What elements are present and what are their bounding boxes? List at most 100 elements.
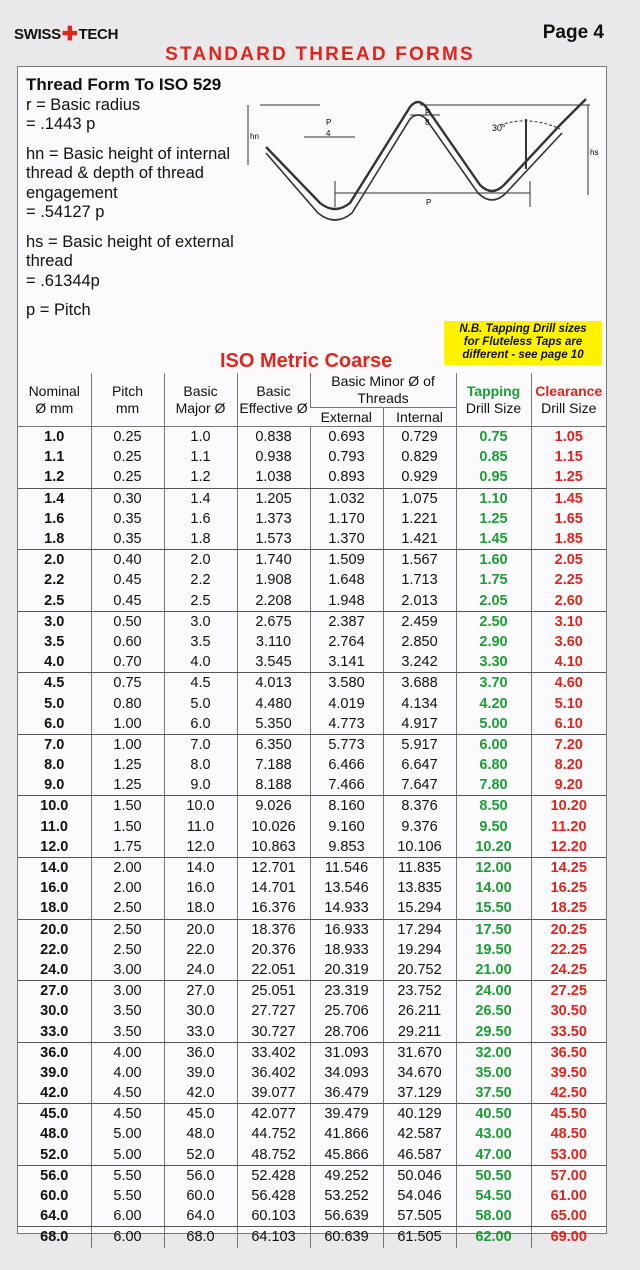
effective-cell: 48.752 — [236, 1144, 310, 1166]
tapping-cell: 21.00 — [455, 959, 532, 982]
external-cell: 49.252 — [309, 1165, 383, 1186]
major-cell: 36.0 — [163, 1042, 237, 1063]
effective-cell: 1.038 — [236, 467, 310, 489]
table-row: 10.0 1.50 10.0 9.026 8.160 8.376 8.50 10.20 — [18, 795, 607, 817]
table-row: 12.0 1.75 12.0 10.863 9.853 10.106 10.20 12.20 — [18, 836, 607, 858]
thread-panel: Thread Form To ISO 529 r = Basic radius … — [17, 66, 607, 1248]
tapping-cell: 24.00 — [455, 980, 532, 1002]
tapping-cell: 1.25 — [455, 508, 532, 529]
table-row: 1.1 0.25 1.1 0.938 0.793 0.829 0.85 1.15 — [18, 447, 607, 468]
internal-cell: 7.647 — [382, 775, 457, 797]
clearance-cell: 8.20 — [530, 755, 607, 776]
tapping-cell: 29.50 — [455, 1021, 532, 1043]
definitions-title: Thread Form To ISO 529 — [26, 75, 222, 94]
tapping-cell: 1.75 — [455, 570, 532, 591]
internal-cell: 11.835 — [382, 857, 457, 879]
pitch-cell: 2.00 — [90, 878, 164, 899]
effective-cell: 3.110 — [236, 631, 310, 653]
major-cell: 30.0 — [163, 1001, 237, 1022]
nominal-cell: 8.0 — [44, 757, 65, 774]
major-cell: 16.0 — [163, 878, 237, 899]
internal-cell: 0.829 — [382, 447, 457, 468]
col-effective: Basic Effective Ø — [236, 373, 310, 427]
internal-cell: 42.587 — [382, 1124, 457, 1145]
pitch-cell: 5.00 — [90, 1144, 164, 1166]
note-line-3: different - see page 10 — [462, 349, 584, 361]
internal-cell: 1.075 — [382, 488, 457, 509]
external-cell: 41.866 — [309, 1124, 383, 1145]
internal-cell: 29.211 — [382, 1021, 457, 1043]
effective-cell: 10.026 — [236, 816, 310, 837]
pitch-cell: 1.00 — [90, 713, 164, 735]
internal-cell: 54.046 — [382, 1185, 457, 1207]
col-tapping: Tapping Drill Size — [455, 373, 532, 427]
major-cell: 8.0 — [163, 755, 237, 776]
major-cell: 27.0 — [163, 980, 237, 1002]
table-row: 56.0 5.50 56.0 52.428 49.252 50.046 50.50 57.00 — [18, 1165, 607, 1186]
angle-label: 30° — [492, 123, 506, 133]
table-row: 1.0 0.25 1.0 0.838 0.693 0.729 0.75 1.05 — [18, 426, 607, 448]
external-cell: 2.387 — [309, 611, 383, 632]
table-row: 33.0 3.50 33.0 30.727 28.706 29.211 29.50 33.50 — [18, 1021, 607, 1043]
pitch-cell: 0.45 — [90, 570, 164, 591]
major-cell: 22.0 — [163, 939, 237, 960]
external-cell: 1.509 — [309, 549, 383, 571]
nominal-cell: 33.0 — [18, 1021, 91, 1043]
nominal-cell: 2.0 — [44, 552, 65, 569]
table-row: 4.0 0.70 4.0 3.545 3.141 3.242 3.30 4.10 — [18, 652, 607, 674]
internal-cell: 26.211 — [382, 1001, 457, 1022]
major-cell: 1.0 — [163, 426, 237, 448]
tapping-cell: 9.50 — [455, 816, 532, 837]
table-row: 22.0 2.50 22.0 20.376 18.933 19.294 19.50 22.25 — [18, 939, 607, 960]
table-row: 9.0 1.25 9.0 8.188 7.466 7.647 7.80 9.20 — [18, 775, 607, 797]
nominal-cell: 45.0 — [40, 1106, 69, 1123]
brand-logo: SWISS✚TECH — [14, 22, 118, 45]
pitch-cell: 0.60 — [90, 631, 164, 653]
major-cell: 2.0 — [163, 549, 237, 571]
clearance-cell: 36.50 — [530, 1042, 607, 1063]
effective-cell: 0.838 — [236, 426, 310, 448]
pitch-cell: 5.50 — [90, 1165, 164, 1186]
major-cell: 42.0 — [163, 1083, 237, 1105]
effective-cell: 18.376 — [236, 919, 310, 940]
nominal-cell: 7.0 — [44, 736, 65, 753]
major-cell: 11.0 — [163, 816, 237, 837]
clearance-cell: 11.20 — [530, 816, 607, 837]
major-cell: 48.0 — [163, 1124, 237, 1145]
major-cell: 18.0 — [163, 898, 237, 920]
internal-cell: 23.752 — [382, 980, 457, 1002]
clearance-cell: 1.25 — [530, 467, 607, 489]
pitch-cell: 4.00 — [90, 1062, 164, 1083]
nominal-cell: 16.0 — [40, 880, 69, 897]
nominal-cell: 1.1 — [44, 449, 65, 466]
major-cell: 9.0 — [163, 775, 237, 797]
major-cell: 5.0 — [163, 693, 237, 714]
clearance-cell: 14.25 — [530, 857, 607, 879]
table-row: 68.0 6.00 68.0 64.103 60.639 61.505 62.00 69.00 — [18, 1226, 607, 1248]
internal-cell: 57.505 — [382, 1206, 457, 1228]
external-cell: 4.019 — [309, 693, 383, 714]
external-cell: 0.793 — [309, 447, 383, 468]
pitch-cell: 0.45 — [90, 590, 164, 612]
angle-arc — [499, 120, 561, 130]
external-cell: 53.252 — [309, 1185, 383, 1207]
tapping-cell: 2.05 — [455, 590, 532, 612]
internal-cell: 34.670 — [382, 1062, 457, 1083]
internal-cell: 1.567 — [382, 549, 457, 571]
tapping-cell: 19.50 — [455, 939, 532, 960]
pitch-cell: 4.50 — [90, 1103, 164, 1125]
effective-cell: 16.376 — [236, 898, 310, 920]
clearance-cell: 12.20 — [530, 836, 607, 858]
table-row: 1.4 0.30 1.4 1.205 1.032 1.075 1.10 1.45 — [18, 488, 607, 509]
nominal-cell: 64.0 — [18, 1206, 91, 1228]
internal-cell: 17.294 — [382, 919, 457, 940]
tapping-cell: 3.30 — [455, 652, 532, 674]
col-clearance: Clearance Drill Size — [530, 373, 607, 427]
major-cell: 24.0 — [163, 959, 237, 982]
nominal-cell: 18.0 — [18, 898, 91, 920]
internal-cell: 9.376 — [382, 816, 457, 837]
external-cell: 6.466 — [309, 755, 383, 776]
internal-cell: 5.917 — [382, 734, 457, 755]
major-cell: 1.6 — [163, 508, 237, 529]
pitch-cell: 2.00 — [90, 857, 164, 879]
